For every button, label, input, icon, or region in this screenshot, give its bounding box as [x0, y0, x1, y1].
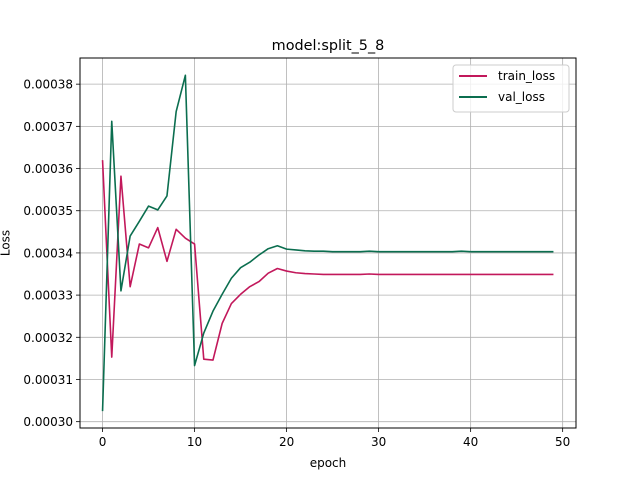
legend: train_loss val_loss — [452, 64, 570, 113]
y-axis-ticks: 0.00030 0.00031 0.00032 0.00033 0.00034 0.000… — [23, 78, 80, 429]
y-tick-label: 0.00032 — [23, 331, 73, 345]
y-tick-label: 0.00034 — [23, 246, 73, 260]
x-axis-label: epoch — [310, 456, 347, 470]
legend-label-train-loss: train_loss — [498, 69, 555, 83]
x-tick-label: 40 — [463, 435, 478, 449]
series-layer — [101, 74, 554, 412]
x-tick-label: 50 — [555, 435, 570, 449]
y-tick-label: 0.00035 — [23, 204, 73, 218]
plot-frame — [79, 57, 577, 429]
series-line-val-loss — [101, 74, 554, 412]
y-tick-label: 0.00033 — [23, 289, 73, 303]
x-tick-label: 0 — [99, 435, 107, 449]
y-axis-label: Loss — [0, 230, 13, 256]
y-tick-label: 0.00038 — [23, 78, 73, 92]
x-tick-label: 20 — [279, 435, 294, 449]
chart-title: model:split_5_8 — [272, 38, 385, 54]
legend-label-val-loss: val_loss — [498, 90, 545, 104]
y-tick-label: 0.00030 — [23, 415, 73, 429]
x-tick-label: 30 — [371, 435, 386, 449]
y-tick-label: 0.00031 — [23, 373, 73, 387]
y-tick-label: 0.00036 — [23, 162, 73, 176]
x-tick-label: 10 — [187, 435, 202, 449]
x-axis-ticks: 0 10 20 30 40 50 — [99, 428, 570, 449]
series-line-train-loss — [101, 160, 554, 361]
grid — [80, 58, 576, 428]
y-tick-label: 0.00037 — [23, 120, 73, 134]
